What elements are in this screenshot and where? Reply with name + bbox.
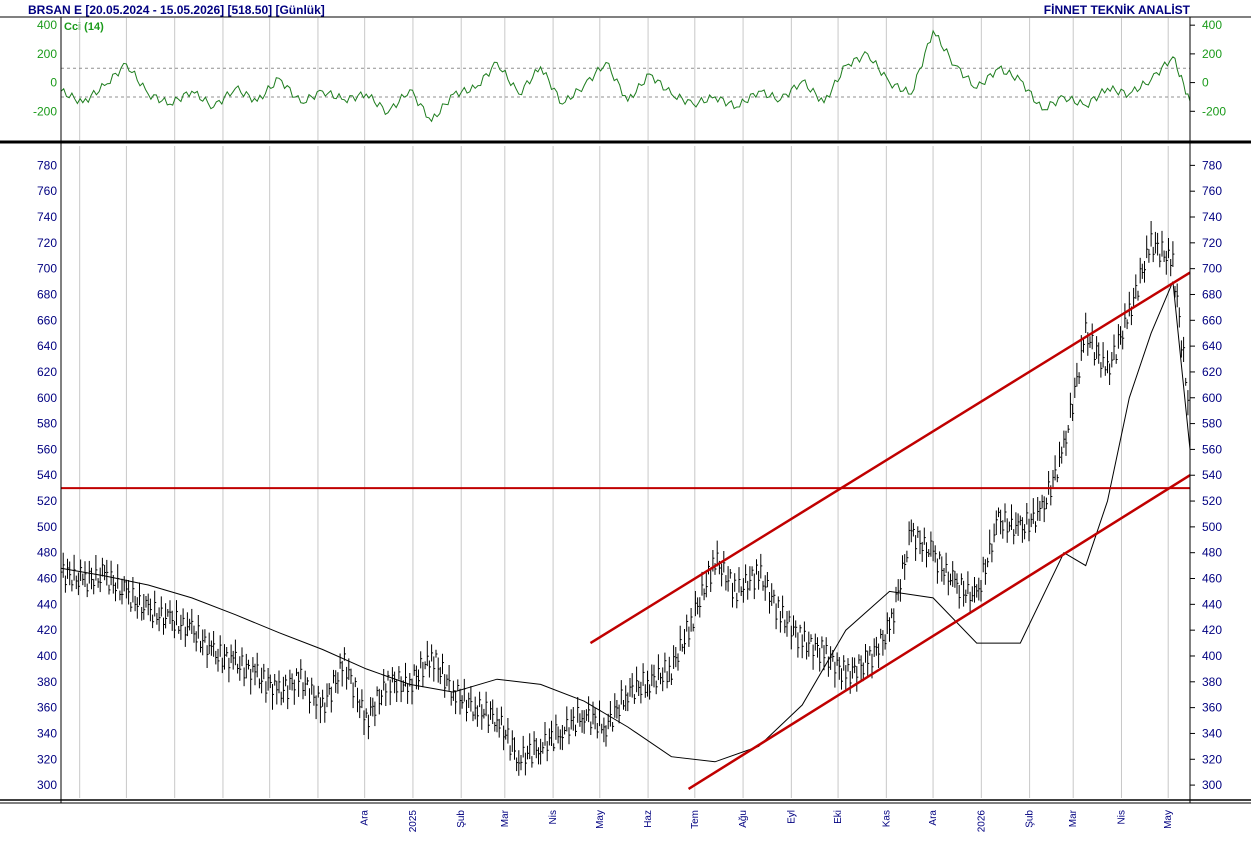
price-y-tick-left: 500 — [37, 520, 57, 534]
price-y-tick-right: 660 — [1202, 313, 1222, 327]
price-y-tick-right: 340 — [1202, 726, 1222, 740]
price-y-tick-right: 640 — [1202, 339, 1222, 353]
price-y-tick-left: 340 — [37, 726, 57, 740]
price-y-tick-left: 380 — [37, 675, 57, 689]
price-y-tick-right: 360 — [1202, 701, 1222, 715]
x-tick-label: Haz — [643, 810, 654, 828]
price-y-tick-right: 580 — [1202, 417, 1222, 431]
x-tick-label: Nis — [1116, 810, 1127, 824]
price-y-tick-left: 620 — [37, 365, 57, 379]
price-y-tick-left: 720 — [37, 236, 57, 250]
price-layer — [60, 221, 1191, 776]
x-tick-label: Tem — [690, 810, 701, 829]
x-tick-label: Ara — [360, 810, 371, 826]
price-y-tick-right: 500 — [1202, 520, 1222, 534]
x-tick-label: Ağu — [738, 810, 749, 828]
cci-indicator-label: Cci (14) — [64, 21, 104, 33]
price-y-tick-left: 700 — [37, 262, 57, 276]
price-y-tick-left: 640 — [37, 339, 57, 353]
price-y-tick-right: 320 — [1202, 752, 1222, 766]
price-y-tick-left: 320 — [37, 752, 57, 766]
grid-layer — [61, 18, 1190, 798]
cci-y-tick-left: -200 — [33, 104, 57, 118]
price-y-tick-left: 660 — [37, 313, 57, 327]
price-y-tick-right: 540 — [1202, 468, 1222, 482]
x-tick-label: Nis — [548, 810, 559, 824]
cci-y-tick-left: 0 — [50, 76, 57, 90]
price-y-tick-right: 740 — [1202, 210, 1222, 224]
price-y-tick-left: 440 — [37, 597, 57, 611]
price-y-tick-left: 580 — [37, 417, 57, 431]
price-y-tick-left: 540 — [37, 468, 57, 482]
axes-layer: Ara 2025 Şub Mar Nis May Haz Tem Ağu Eyl Eki Kas Ara… — [33, 18, 1226, 832]
price-y-tick-left: 480 — [37, 546, 57, 560]
x-tick-label: May — [1163, 810, 1174, 829]
price-y-tick-left: 400 — [37, 649, 57, 663]
price-y-tick-right: 440 — [1202, 597, 1222, 611]
price-y-tick-right: 420 — [1202, 623, 1222, 637]
trend-channel-upper-line — [589, 271, 1191, 645]
trend-channel-lower-line — [687, 474, 1191, 791]
cci-y-tick-right: 0 — [1202, 76, 1209, 90]
cci-layer — [60, 29, 1191, 123]
cci-y-tick-left: 400 — [37, 18, 57, 32]
price-y-tick-right: 680 — [1202, 287, 1222, 301]
price-y-tick-left: 560 — [37, 442, 57, 456]
price-y-tick-left: 780 — [37, 158, 57, 172]
price-y-tick-right: 560 — [1202, 442, 1222, 456]
price-y-tick-right: 480 — [1202, 546, 1222, 560]
price-y-tick-right: 600 — [1202, 391, 1222, 405]
price-y-tick-left: 520 — [37, 494, 57, 508]
cci-y-tick-right: 400 — [1202, 18, 1222, 32]
price-y-tick-left: 300 — [37, 778, 57, 792]
x-tick-label: 2025 — [408, 810, 419, 833]
price-y-tick-left: 760 — [37, 184, 57, 198]
price-y-tick-right: 780 — [1202, 158, 1222, 172]
trendline-layer — [61, 271, 1191, 791]
x-tick-label: Mar — [1068, 809, 1079, 827]
cci-series-line — [60, 29, 1191, 123]
cci-y-tick-right: 200 — [1202, 47, 1222, 61]
cci-y-tick-right: -200 — [1202, 104, 1226, 118]
price-y-tick-left: 420 — [37, 623, 57, 637]
x-tick-label: 2026 — [976, 810, 987, 833]
price-y-tick-left: 360 — [37, 701, 57, 715]
price-y-tick-right: 300 — [1202, 778, 1222, 792]
price-y-tick-left: 600 — [37, 391, 57, 405]
symbol-header: BRSAN E [20.05.2024 - 15.05.2026] [518.5… — [28, 3, 325, 17]
price-y-tick-left: 680 — [37, 287, 57, 301]
x-tick-label: Şub — [1025, 810, 1036, 828]
price-y-tick-right: 720 — [1202, 236, 1222, 250]
price-y-tick-right: 460 — [1202, 572, 1222, 586]
x-tick-label: Şub — [456, 810, 467, 828]
price-y-tick-right: 380 — [1202, 675, 1222, 689]
price-y-tick-right: 520 — [1202, 494, 1222, 508]
price-y-tick-right: 400 — [1202, 649, 1222, 663]
x-tick-label: Eyl — [786, 810, 797, 824]
x-tick-label: Kas — [881, 810, 892, 827]
moving-average-line — [60, 281, 1191, 763]
price-y-tick-right: 700 — [1202, 262, 1222, 276]
x-tick-label: Ara — [928, 810, 939, 826]
x-tick-label: Mar — [500, 809, 511, 827]
brand-header: FİNNET TEKNİK ANALİST — [1044, 2, 1191, 17]
price-y-tick-right: 760 — [1202, 184, 1222, 198]
price-y-tick-left: 460 — [37, 572, 57, 586]
price-y-tick-right: 620 — [1202, 365, 1222, 379]
price-y-tick-left: 740 — [37, 210, 57, 224]
x-tick-label: Eki — [833, 810, 844, 824]
x-tick-label: May — [595, 810, 606, 829]
cci-y-tick-left: 200 — [37, 47, 57, 61]
frame-layer — [0, 16, 1251, 804]
